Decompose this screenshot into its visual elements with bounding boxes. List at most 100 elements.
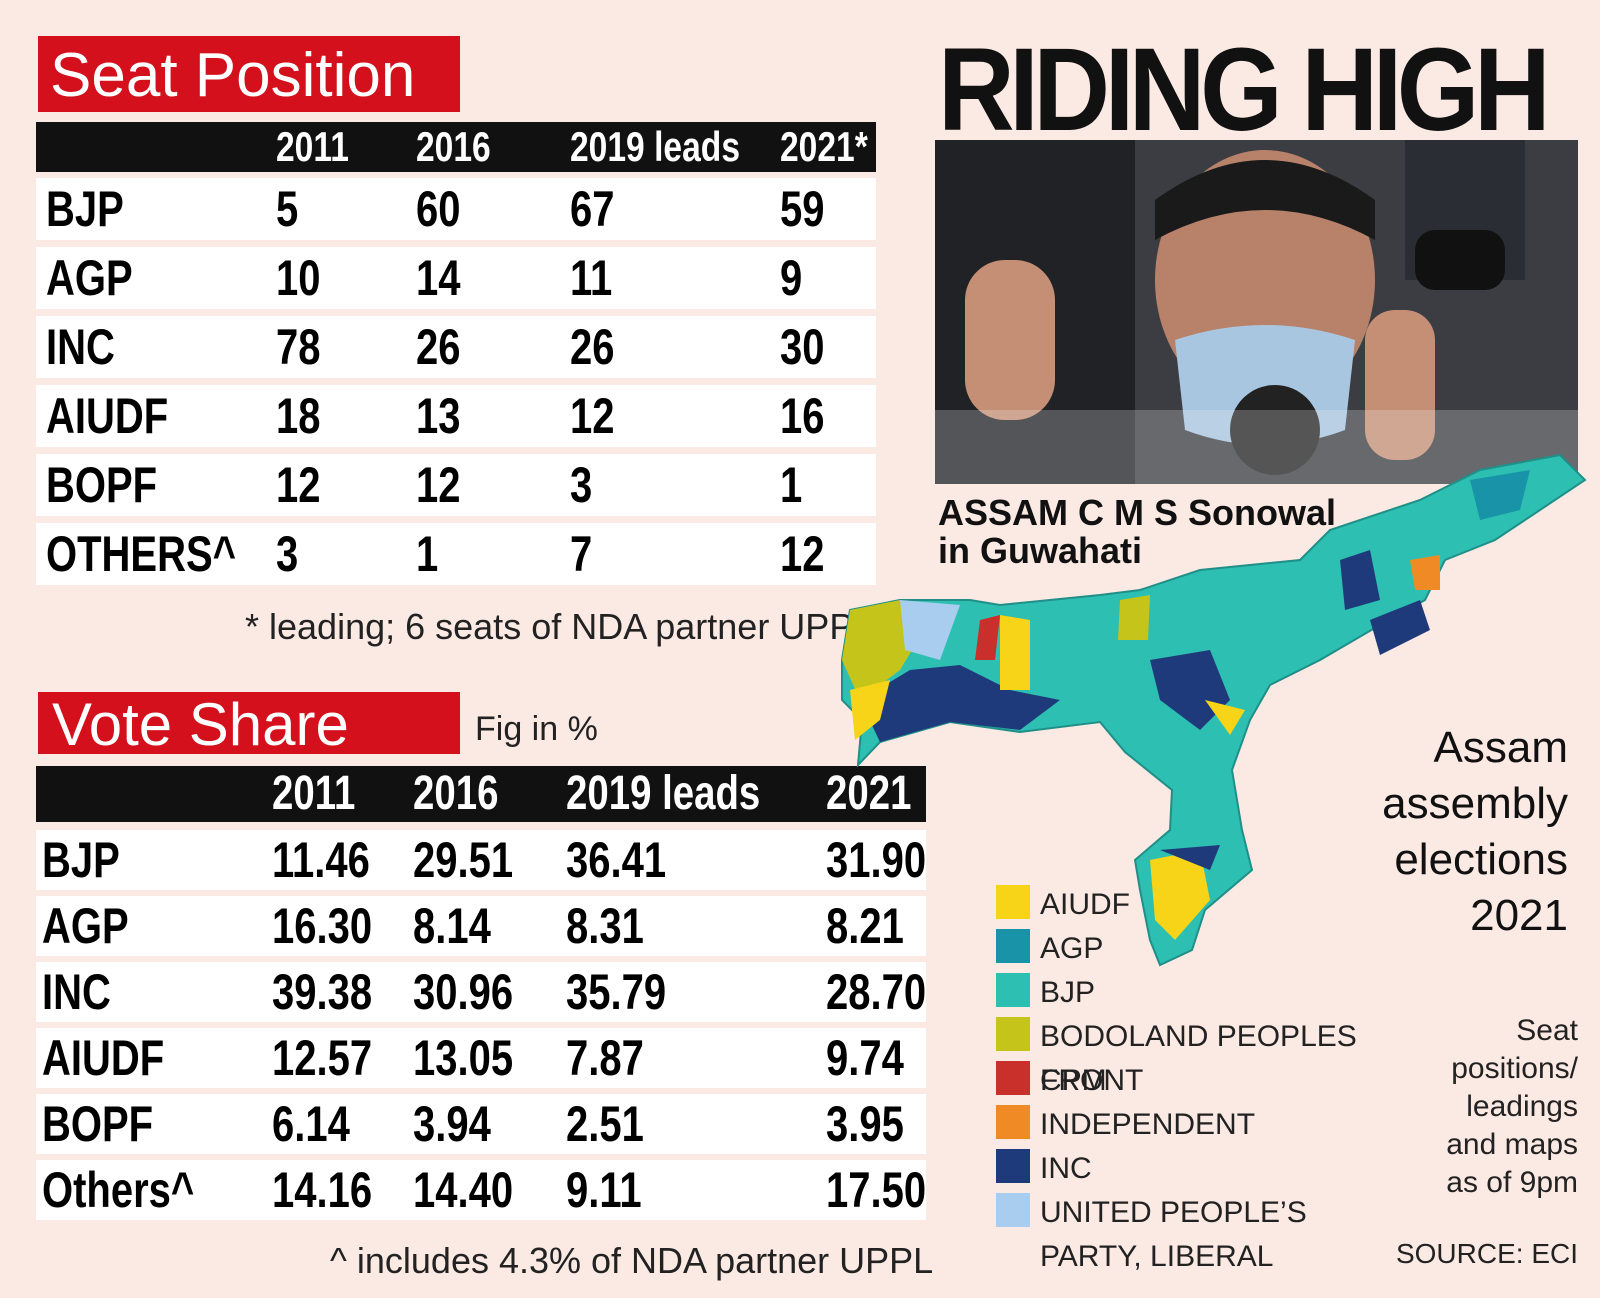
value: 3 xyxy=(276,526,299,582)
value-cell: 7 xyxy=(570,523,598,585)
value-cell: 3.94 xyxy=(413,1094,510,1154)
value: 30.96 xyxy=(413,964,514,1020)
legend-label: INC xyxy=(1040,1152,1092,1185)
value: 14.16 xyxy=(272,1162,373,1218)
value: 78 xyxy=(276,319,321,375)
value-cell: 8.14 xyxy=(413,896,510,956)
map-note: Seat positions/leadings and maps as of 9pm xyxy=(1446,1012,1578,1202)
value-cell: 16 xyxy=(780,385,836,447)
header-row: 2011 2016 2019 leads 2021* xyxy=(36,122,876,172)
value: 29.51 xyxy=(413,832,514,888)
party-cell: BJP xyxy=(46,178,143,240)
value-cell: 7.87 xyxy=(566,1028,663,1088)
value-cell: 5 xyxy=(276,178,304,240)
seat-footnote: * leading; 6 seats of NDA partner UPPL xyxy=(245,606,874,647)
column-header-text: 2011 xyxy=(272,767,356,820)
value: 9 xyxy=(780,250,803,306)
value-cell: 12.57 xyxy=(272,1028,397,1088)
party-name: AGP xyxy=(46,250,133,306)
value-cell: 10 xyxy=(276,247,332,309)
value-cell: 31.90 xyxy=(826,830,951,890)
table-row: AGP 10 14 11 9 xyxy=(36,247,876,309)
value-cell: 6.14 xyxy=(272,1094,369,1154)
value: 18 xyxy=(276,388,321,444)
column-header: 2011 xyxy=(272,766,376,822)
value: 6.14 xyxy=(272,1096,350,1152)
table-row: BJP 11.46 29.51 36.41 31.90 xyxy=(36,830,926,890)
value: 5 xyxy=(276,181,299,237)
map-title-line: Assam xyxy=(1433,723,1568,772)
party-cell: BOPF xyxy=(46,454,185,516)
note-line: and maps xyxy=(1446,1128,1578,1161)
value-cell: 39.38 xyxy=(272,962,397,1022)
value-cell: 3.95 xyxy=(826,1094,923,1154)
value-cell: 13.05 xyxy=(413,1028,538,1088)
value-cell: 3 xyxy=(570,454,598,516)
value: 14 xyxy=(416,250,461,306)
value-cell: 11.46 xyxy=(272,830,394,890)
value-cell: 9 xyxy=(780,247,808,309)
legend-swatch xyxy=(996,973,1030,1007)
value-cell: 30 xyxy=(780,316,836,378)
value-cell: 60 xyxy=(416,178,472,240)
column-header: 2021* xyxy=(780,122,890,172)
value: 59 xyxy=(780,181,825,237)
column-header-text: 2021 xyxy=(826,767,912,820)
legend-swatch xyxy=(996,885,1030,919)
title-text: RIDING HIGH xyxy=(938,24,1551,156)
table-row: AGP 16.30 8.14 8.31 8.21 xyxy=(36,896,926,956)
vote-heading: Vote Share xyxy=(52,691,349,758)
value-cell: 16.30 xyxy=(272,896,397,956)
value: 16 xyxy=(780,388,825,444)
source: SOURCE: ECI xyxy=(1395,1238,1578,1269)
unit-note: Fig in % xyxy=(475,710,598,748)
value: 60 xyxy=(416,181,461,237)
seat-heading: Seat Position xyxy=(50,41,416,110)
value: 28.70 xyxy=(826,964,927,1020)
value: 12 xyxy=(780,526,825,582)
table-row: Others^ 14.16 14.40 9.11 17.50 xyxy=(36,1160,926,1220)
value-cell: 78 xyxy=(276,316,332,378)
value: 7 xyxy=(570,526,593,582)
value-cell: 28.70 xyxy=(826,962,951,1022)
value: 30 xyxy=(780,319,825,375)
value: 11.46 xyxy=(272,832,370,888)
party-cell: AGP xyxy=(42,896,150,956)
header-row: 2011 2016 2019 leads 2021 xyxy=(36,766,926,822)
table-row: AIUDF 12.57 13.05 7.87 9.74 xyxy=(36,1028,926,1088)
party-cell: AIUDF xyxy=(42,1028,195,1088)
value: 31.90 xyxy=(826,832,927,888)
party-cell: INC xyxy=(46,316,132,378)
value: 8.21 xyxy=(826,898,904,954)
value-cell: 12 xyxy=(416,454,472,516)
table-row: BOPF 6.14 3.94 2.51 3.95 xyxy=(36,1094,926,1154)
map-title-line: assembly xyxy=(1382,779,1568,828)
legend-label: AGP xyxy=(1040,932,1104,965)
value-cell: 26 xyxy=(416,316,472,378)
value: 3.95 xyxy=(826,1096,904,1152)
note-line: leadings xyxy=(1466,1090,1578,1123)
party-cell: BOPF xyxy=(42,1094,181,1154)
value: 3 xyxy=(570,457,593,513)
legend-label: BODOLAND PEOPLES FRONT xyxy=(1040,1020,1357,1097)
column-header: 2021 xyxy=(826,766,933,822)
value: 11 xyxy=(570,250,613,306)
party-cell: INC xyxy=(42,962,128,1022)
value: 9.11 xyxy=(566,1162,642,1218)
value-cell: 8.21 xyxy=(826,896,923,956)
legend-swatch xyxy=(996,1193,1030,1227)
map-title: Assam assembly elections 2021 xyxy=(1382,720,1568,944)
caption-line: in Guwahati xyxy=(938,530,1143,571)
map-title-line: elections xyxy=(1394,835,1568,884)
value-cell: 67 xyxy=(570,178,626,240)
column-header-text: 2019 leads xyxy=(566,767,761,820)
value-cell: 12 xyxy=(780,523,836,585)
heading-box: Vote Share xyxy=(38,691,460,758)
column-header: 2019 leads xyxy=(566,766,809,822)
value-cell: 17.50 xyxy=(826,1160,951,1220)
column-header: 2019 leads xyxy=(570,122,783,172)
legend-swatch xyxy=(996,1017,1030,1051)
value-cell: 2.51 xyxy=(566,1094,663,1154)
table-row: INC 39.38 30.96 35.79 28.70 xyxy=(36,962,926,1022)
party-cell: AIUDF xyxy=(46,385,199,447)
